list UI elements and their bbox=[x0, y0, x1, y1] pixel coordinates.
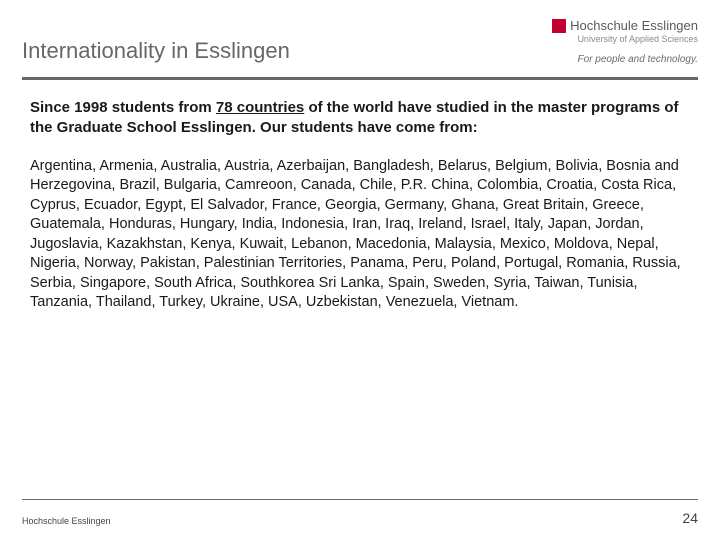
intro-prefix: Since 1998 students from bbox=[30, 99, 216, 116]
intro-paragraph: Since 1998 students from 78 countries of… bbox=[30, 98, 690, 139]
content-area: Since 1998 students from 78 countries of… bbox=[0, 80, 720, 313]
footer-text: Hochschule Esslingen bbox=[22, 516, 111, 526]
header-row: Internationality in Esslingen Hochschule… bbox=[0, 0, 720, 65]
logo-block: Hochschule Esslingen University of Appli… bbox=[552, 18, 698, 65]
logo-main-text: Hochschule Esslingen bbox=[570, 18, 698, 33]
footer-divider bbox=[22, 499, 698, 500]
intro-highlight: 78 countries bbox=[216, 99, 304, 116]
logo-sub-text: University of Applied Sciences bbox=[552, 34, 698, 44]
logo-tagline: For people and technology. bbox=[552, 54, 698, 65]
logo-square-icon bbox=[552, 19, 566, 33]
slide-title: Internationality in Esslingen bbox=[22, 18, 552, 64]
footer: Hochschule Esslingen 24 bbox=[22, 510, 698, 526]
countries-list: Argentina, Armenia, Australia, Austria, … bbox=[30, 157, 690, 314]
logo-top: Hochschule Esslingen bbox=[552, 18, 698, 33]
slide: Internationality in Esslingen Hochschule… bbox=[0, 0, 720, 540]
page-number: 24 bbox=[682, 510, 698, 526]
